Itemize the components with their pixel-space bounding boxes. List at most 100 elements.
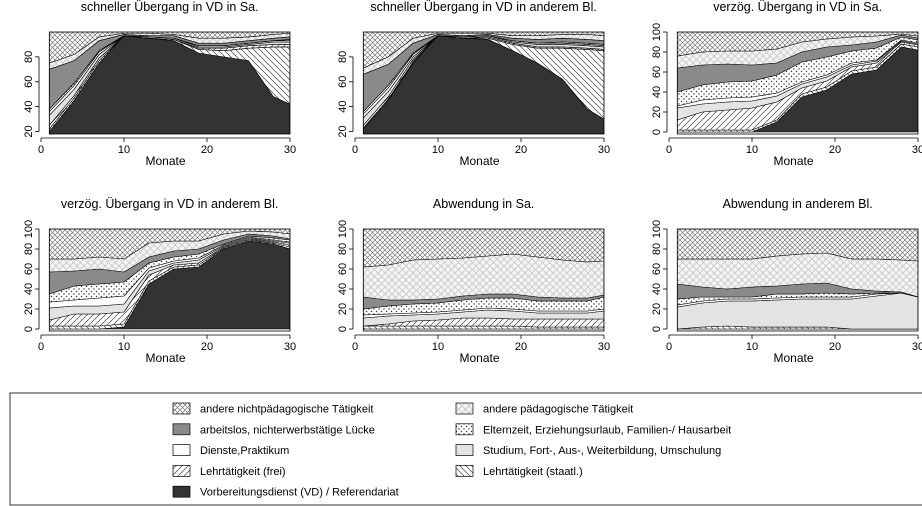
x-axis-label: Monate bbox=[459, 154, 499, 168]
y-tick-label: 100 bbox=[23, 220, 35, 238]
y-tick-label: 20 bbox=[337, 125, 349, 137]
y-tick-label: 40 bbox=[337, 101, 349, 113]
area bbox=[49, 32, 290, 64]
y-tick-label: 80 bbox=[337, 51, 349, 63]
panel: schneller Übergang in VD in Sa. 20 40 60 80 0… bbox=[23, 0, 296, 168]
y-tick-label: 60 bbox=[651, 66, 663, 78]
x-tick-label: 30 bbox=[912, 144, 922, 156]
y-tick-label: 0 bbox=[337, 326, 349, 332]
plot-frame bbox=[48, 31, 291, 135]
x-tick-label: 0 bbox=[38, 341, 44, 353]
legend-label: Studium, Fort-, Aus-, Weiterbildung, Ums… bbox=[483, 445, 721, 457]
panel: Abwendung in Sa. 0 20 40 60 80 100 0 10 20 30 Monat… bbox=[337, 197, 610, 365]
x-tick-label: 10 bbox=[432, 144, 444, 156]
areas bbox=[49, 229, 290, 330]
legend-label: Vorbereitungsdienst (VD) / Referendariat bbox=[200, 487, 399, 499]
y-tick-label: 40 bbox=[23, 101, 35, 113]
y-tick-label: 40 bbox=[651, 86, 663, 98]
panel-title: Abwendung in Sa. bbox=[433, 197, 534, 211]
x-tick-label: 0 bbox=[352, 144, 358, 156]
y-tick-label: 80 bbox=[23, 51, 35, 63]
legend-label: arbeitslos, nichterwerbstätige Lücke bbox=[200, 424, 375, 436]
y-tick-label: 60 bbox=[337, 263, 349, 275]
x-tick-label: 20 bbox=[829, 341, 841, 353]
plot-frame bbox=[362, 31, 605, 135]
y-tick-label: 60 bbox=[651, 263, 663, 275]
x-axis-label: Monate bbox=[145, 154, 185, 168]
y-tick-label: 0 bbox=[651, 326, 663, 332]
x-tick-label: 10 bbox=[746, 144, 758, 156]
areas bbox=[363, 32, 604, 134]
panel: verzög. Übergang in VD in Sa. 0 20 40 60 80 10… bbox=[651, 0, 922, 168]
legend-swatch bbox=[172, 402, 191, 415]
panel-title: schneller Übergang in VD in Sa. bbox=[81, 0, 259, 14]
areas bbox=[677, 229, 918, 330]
panel: verzög. Übergang in VD in anderem Bl. 0 20… bbox=[23, 197, 296, 365]
x-tick-label: 0 bbox=[352, 341, 358, 353]
legend-swatch bbox=[172, 423, 191, 436]
x-tick-label: 10 bbox=[432, 341, 444, 353]
y-tick-label: 40 bbox=[23, 283, 35, 295]
x-tick-label: 30 bbox=[912, 341, 922, 353]
y-tick-label: 60 bbox=[23, 263, 35, 275]
x-axis-label: Monate bbox=[773, 351, 813, 365]
legend-box bbox=[9, 392, 922, 506]
area bbox=[677, 32, 918, 57]
x-tick-label: 20 bbox=[829, 144, 841, 156]
panel-title: verzög. Übergang in VD in Sa. bbox=[713, 0, 882, 14]
legend-label: andere nichtpädagogische Tätigkeit bbox=[200, 404, 373, 416]
area bbox=[363, 229, 604, 268]
areas bbox=[677, 32, 918, 133]
y-tick-label: 20 bbox=[23, 125, 35, 137]
areas bbox=[49, 32, 290, 134]
x-axis-label: Monate bbox=[145, 351, 185, 365]
x-tick-label: 30 bbox=[284, 144, 296, 156]
legend-swatch bbox=[172, 465, 191, 477]
area bbox=[49, 229, 290, 260]
x-tick-label: 10 bbox=[118, 341, 130, 353]
legend-label: Lehrtätigkeit (staatl.) bbox=[483, 466, 583, 478]
x-tick-label: 30 bbox=[284, 341, 296, 353]
legend-swatch bbox=[455, 444, 474, 456]
x-tick-label: 10 bbox=[118, 144, 130, 156]
x-tick-label: 30 bbox=[598, 144, 610, 156]
legend-swatch bbox=[455, 423, 474, 436]
y-tick-label: 80 bbox=[651, 243, 663, 255]
x-axis-label: Monate bbox=[773, 154, 813, 168]
y-tick-label: 0 bbox=[651, 129, 663, 135]
y-tick-label: 0 bbox=[23, 326, 35, 332]
legend-label: Dienste,Praktikum bbox=[200, 445, 289, 457]
y-tick-label: 40 bbox=[337, 283, 349, 295]
legend-swatch bbox=[172, 485, 191, 498]
y-tick-label: 100 bbox=[651, 220, 663, 238]
y-tick-label: 80 bbox=[23, 243, 35, 255]
x-tick-label: 10 bbox=[746, 341, 758, 353]
panel: Abwendung in anderem Bl. 0 20 40 60 80 100 0 10 2… bbox=[651, 197, 922, 365]
area bbox=[677, 229, 918, 262]
legend-swatch bbox=[455, 402, 474, 415]
x-tick-label: 20 bbox=[201, 144, 213, 156]
y-tick-label: 100 bbox=[337, 220, 349, 238]
y-tick-label: 20 bbox=[651, 106, 663, 118]
y-tick-label: 60 bbox=[23, 76, 35, 88]
y-tick-label: 20 bbox=[651, 303, 663, 315]
y-tick-label: 60 bbox=[337, 76, 349, 88]
y-tick-label: 20 bbox=[23, 303, 35, 315]
y-tick-label: 40 bbox=[651, 283, 663, 295]
x-tick-label: 20 bbox=[515, 341, 527, 353]
plot-frame bbox=[48, 228, 291, 332]
areas bbox=[363, 229, 604, 330]
plot-frame bbox=[362, 228, 605, 332]
panel-title: verzög. Übergang in VD in anderem Bl. bbox=[61, 197, 278, 211]
legend-swatch bbox=[455, 465, 474, 477]
panel: schneller Übergang in VD in anderem Bl. 2… bbox=[337, 0, 610, 168]
area bbox=[363, 32, 604, 69]
x-tick-label: 20 bbox=[201, 341, 213, 353]
legend-swatch bbox=[172, 444, 191, 456]
plot-frame bbox=[676, 31, 919, 135]
panel-title: Abwendung in anderem Bl. bbox=[723, 197, 873, 211]
x-tick-label: 0 bbox=[666, 341, 672, 353]
legend-label: Lehrtätigkeit (frei) bbox=[200, 466, 286, 478]
legend-label: andere pädagogische Tätigkeit bbox=[483, 404, 633, 416]
